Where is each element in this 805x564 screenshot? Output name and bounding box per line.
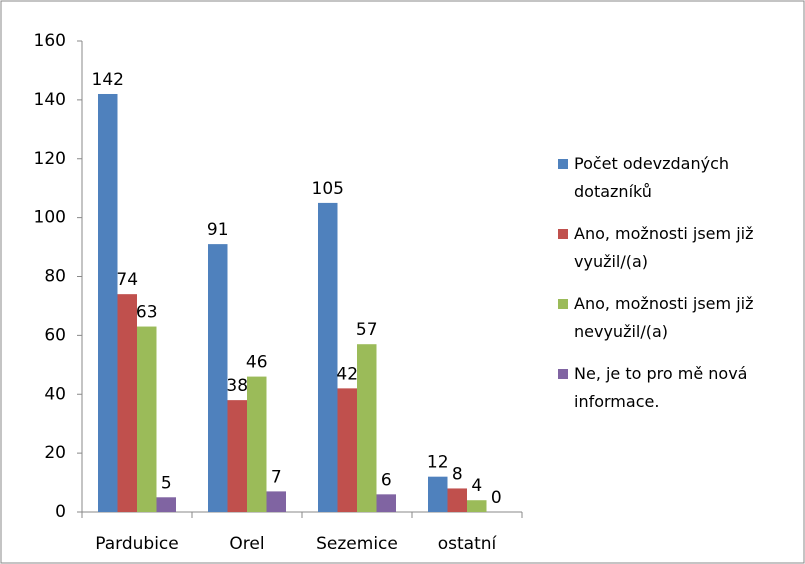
- legend: Počet odevzdaných dotazníků Ano, možnosti…: [558, 150, 798, 430]
- legend-label: Ano, možnosti jsem již využil/(a): [574, 224, 754, 271]
- legend-label: Počet odevzdaných dotazníků: [574, 154, 730, 201]
- y-tick-label: 20: [44, 443, 66, 463]
- y-tick-label: 0: [55, 502, 66, 522]
- bar: [247, 376, 267, 512]
- data-label: 91: [207, 220, 229, 240]
- legend-swatch: [558, 229, 568, 239]
- legend-label: Ne, je to pro mě nová informace.: [574, 364, 748, 411]
- data-label: 42: [336, 364, 358, 384]
- data-label: 7: [271, 467, 282, 487]
- data-label: 0: [491, 488, 502, 508]
- y-tick-label: 80: [44, 267, 66, 287]
- data-label: 8: [452, 464, 463, 484]
- data-label: 12: [427, 453, 449, 473]
- legend-entry: Ano, možnosti jsem již nevyužil/(a): [558, 290, 798, 346]
- bar: [447, 488, 467, 512]
- bar: [266, 491, 286, 512]
- x-tick-label: Sezemice: [316, 534, 398, 554]
- bar: [137, 326, 157, 512]
- y-tick-label: 160: [34, 31, 66, 51]
- legend-entry: Ano, možnosti jsem již využil/(a): [558, 220, 798, 276]
- y-tick-label: 40: [44, 384, 66, 404]
- legend-entry: Počet odevzdaných dotazníků: [558, 150, 798, 206]
- y-tick-label: 120: [34, 149, 66, 169]
- legend-swatch: [558, 299, 568, 309]
- legend-label: Ano, možnosti jsem již nevyužil/(a): [574, 294, 754, 341]
- x-tick-label: ostatní: [438, 534, 498, 554]
- x-tick-label: Orel: [229, 534, 264, 554]
- data-label: 105: [312, 179, 344, 199]
- data-label: 4: [471, 476, 482, 496]
- bar: [318, 202, 338, 512]
- data-label: 142: [92, 70, 124, 90]
- legend-entry: Ne, je to pro mě nová informace.: [558, 360, 798, 416]
- legend-swatch: [558, 369, 568, 379]
- data-label: 46: [246, 353, 268, 373]
- bar: [357, 344, 377, 512]
- y-tick-label: 140: [34, 90, 66, 110]
- bar: [337, 388, 357, 512]
- y-tick-label: 60: [44, 325, 66, 345]
- bar: [376, 494, 396, 512]
- y-tick-label: 100: [34, 208, 66, 228]
- data-label: 6: [381, 470, 392, 490]
- data-label: 38: [226, 376, 248, 396]
- bar: [208, 244, 228, 512]
- data-label: 5: [161, 473, 172, 493]
- bar: [98, 93, 118, 513]
- bar: [156, 497, 176, 512]
- data-label: 74: [116, 270, 138, 290]
- bar: [227, 400, 247, 512]
- bar: [428, 476, 448, 512]
- data-label: 57: [356, 320, 378, 340]
- x-tick-label: Pardubice: [95, 534, 178, 554]
- bar: [467, 500, 487, 512]
- data-label: 63: [136, 303, 158, 323]
- legend-swatch: [558, 159, 568, 169]
- bar: [117, 294, 137, 512]
